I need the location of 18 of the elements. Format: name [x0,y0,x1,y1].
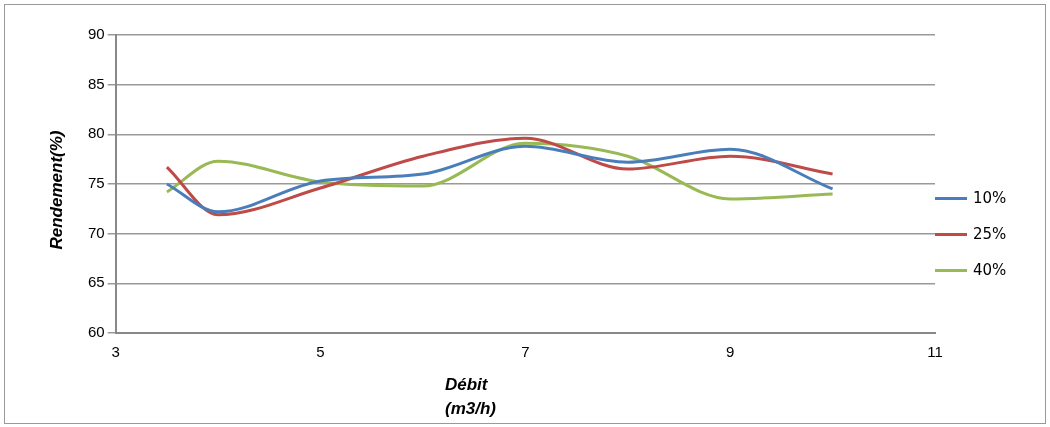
legend-label: 10% [973,189,1007,207]
y-tick-label: 80 [88,124,105,142]
y-tick-label: 60 [88,323,105,341]
x-tick-label: 7 [521,343,530,361]
legend-label: 40% [973,261,1007,279]
y-tick-label: 85 [88,74,105,92]
x-tick-label: 3 [111,343,120,361]
y-tick-label: 65 [88,273,105,291]
y-axis-title: Rendement(%) [47,130,67,250]
x-tick-label: 9 [726,343,735,361]
y-tick-label: 90 [88,25,105,43]
x-axis-title: Débit (m3/h) [445,374,497,420]
legend-label: 25% [973,225,1007,243]
y-tick-label: 70 [88,223,105,241]
line-series [165,141,835,201]
x-tick-label: 5 [316,343,325,361]
x-tick-label: 11 [927,343,943,361]
y-tick-label: 75 [88,174,105,192]
